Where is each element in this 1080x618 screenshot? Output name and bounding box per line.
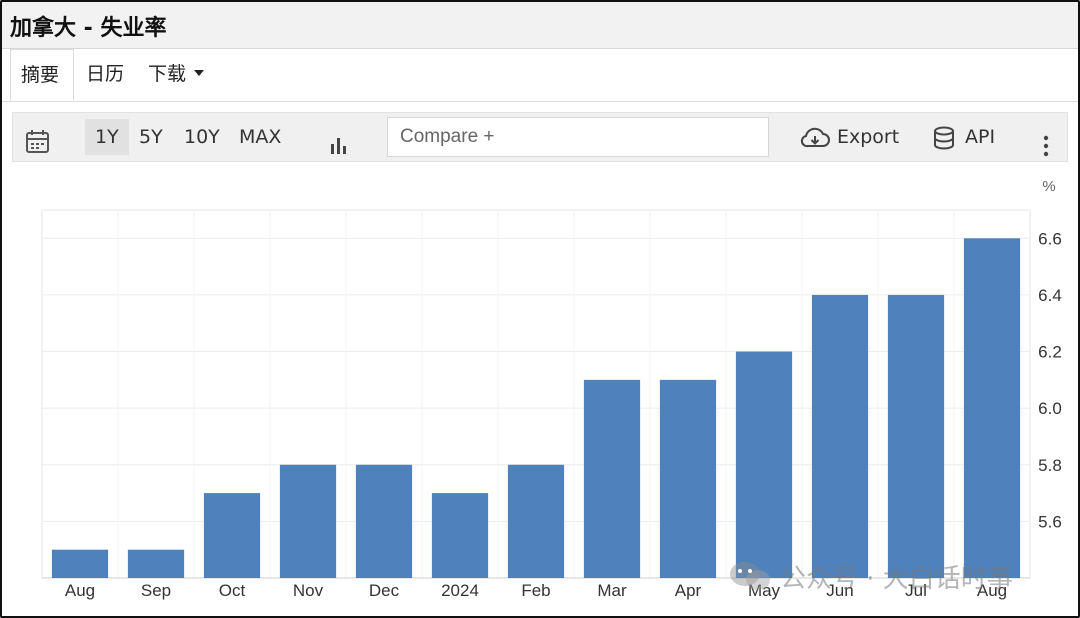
bar xyxy=(811,294,869,578)
export-button[interactable]: Export xyxy=(799,113,899,161)
more-options-icon[interactable] xyxy=(1043,127,1049,157)
range-1y-button[interactable]: 1Y xyxy=(85,119,129,155)
bar xyxy=(51,549,109,578)
tab-download[interactable]: 下载 xyxy=(148,49,205,101)
x-tick-label: Feb xyxy=(521,581,550,600)
tab-summary[interactable]: 摘要 xyxy=(10,49,74,101)
range-max-button[interactable]: MAX xyxy=(239,126,282,148)
chart-type-icon[interactable] xyxy=(329,127,349,154)
bar xyxy=(735,351,793,578)
bar-chart: 5.6 5.8 6.0 6.2 6.4 6.6 Aug Sep Oct Nov Dec 2024 Feb… xyxy=(41,178,1062,600)
tab-summary-label: 摘要 xyxy=(21,64,60,86)
tab-calendar[interactable]: 日历 xyxy=(86,49,124,101)
y-tick-label: 6.6 xyxy=(1038,229,1062,248)
watermark: 公众号 · 大白话时事 xyxy=(728,556,1013,596)
x-tick-label: Apr xyxy=(675,581,702,600)
bar xyxy=(203,493,261,578)
export-label: Export xyxy=(837,126,900,148)
y-tick-label: 5.8 xyxy=(1038,456,1062,475)
compare-input[interactable]: Compare + xyxy=(387,117,769,157)
bar xyxy=(659,379,717,578)
x-tick-label: 2024 xyxy=(441,581,479,600)
calendar-icon[interactable] xyxy=(25,125,51,153)
range-10y-button[interactable]: 10Y xyxy=(184,126,220,148)
y-tick-label: 6.0 xyxy=(1038,399,1062,418)
api-button[interactable]: API xyxy=(933,113,995,161)
x-tick-label: Mar xyxy=(597,581,627,600)
chart-toolbar: 1Y 5Y 10Y MAX Compare + Export API xyxy=(12,112,1068,162)
y-tick-label: 6.4 xyxy=(1038,286,1062,305)
x-tick-label: Dec xyxy=(369,581,400,600)
tab-calendar-label: 日历 xyxy=(86,63,125,85)
watermark-text: 公众号 · 大白话时事 xyxy=(780,563,1013,594)
cloud-download-icon xyxy=(800,127,830,147)
database-icon xyxy=(934,126,954,149)
bar xyxy=(279,464,337,578)
x-tick-label: Aug xyxy=(65,581,95,600)
bar xyxy=(127,549,185,578)
x-tick-label: Jul xyxy=(905,581,927,600)
tab-download-label: 下载 xyxy=(148,63,187,85)
bar xyxy=(583,379,641,578)
page-title: 加拿大 - 失业率 xyxy=(10,16,167,41)
y-tick-label: 5.6 xyxy=(1038,512,1062,531)
tab-bar: 摘要 日历 下载 xyxy=(2,49,1078,102)
wechat-icon xyxy=(730,562,770,590)
title-bar: 加拿大 - 失业率 xyxy=(2,2,1078,49)
api-label: API xyxy=(965,126,996,148)
bar xyxy=(507,464,565,578)
x-tick-label: Aug xyxy=(977,581,1007,600)
chart-container: 5.6 5.8 6.0 6.2 6.4 6.6 Aug Sep Oct Nov Dec 2024 Feb… xyxy=(12,164,1068,610)
x-tick-label: May xyxy=(748,581,781,600)
x-tick-label: Nov xyxy=(293,581,324,600)
x-tick-label: Oct xyxy=(219,581,246,600)
x-tick-label: Jun xyxy=(826,581,853,600)
bar xyxy=(355,464,413,578)
bar xyxy=(963,238,1021,579)
x-tick-label: Sep xyxy=(141,581,171,600)
y-tick-label: 6.2 xyxy=(1038,343,1062,362)
bar xyxy=(887,294,945,578)
range-5y-button[interactable]: 5Y xyxy=(139,126,163,148)
unit-label: % xyxy=(1042,178,1055,195)
chevron-down-icon xyxy=(194,69,205,76)
bar xyxy=(431,493,489,578)
